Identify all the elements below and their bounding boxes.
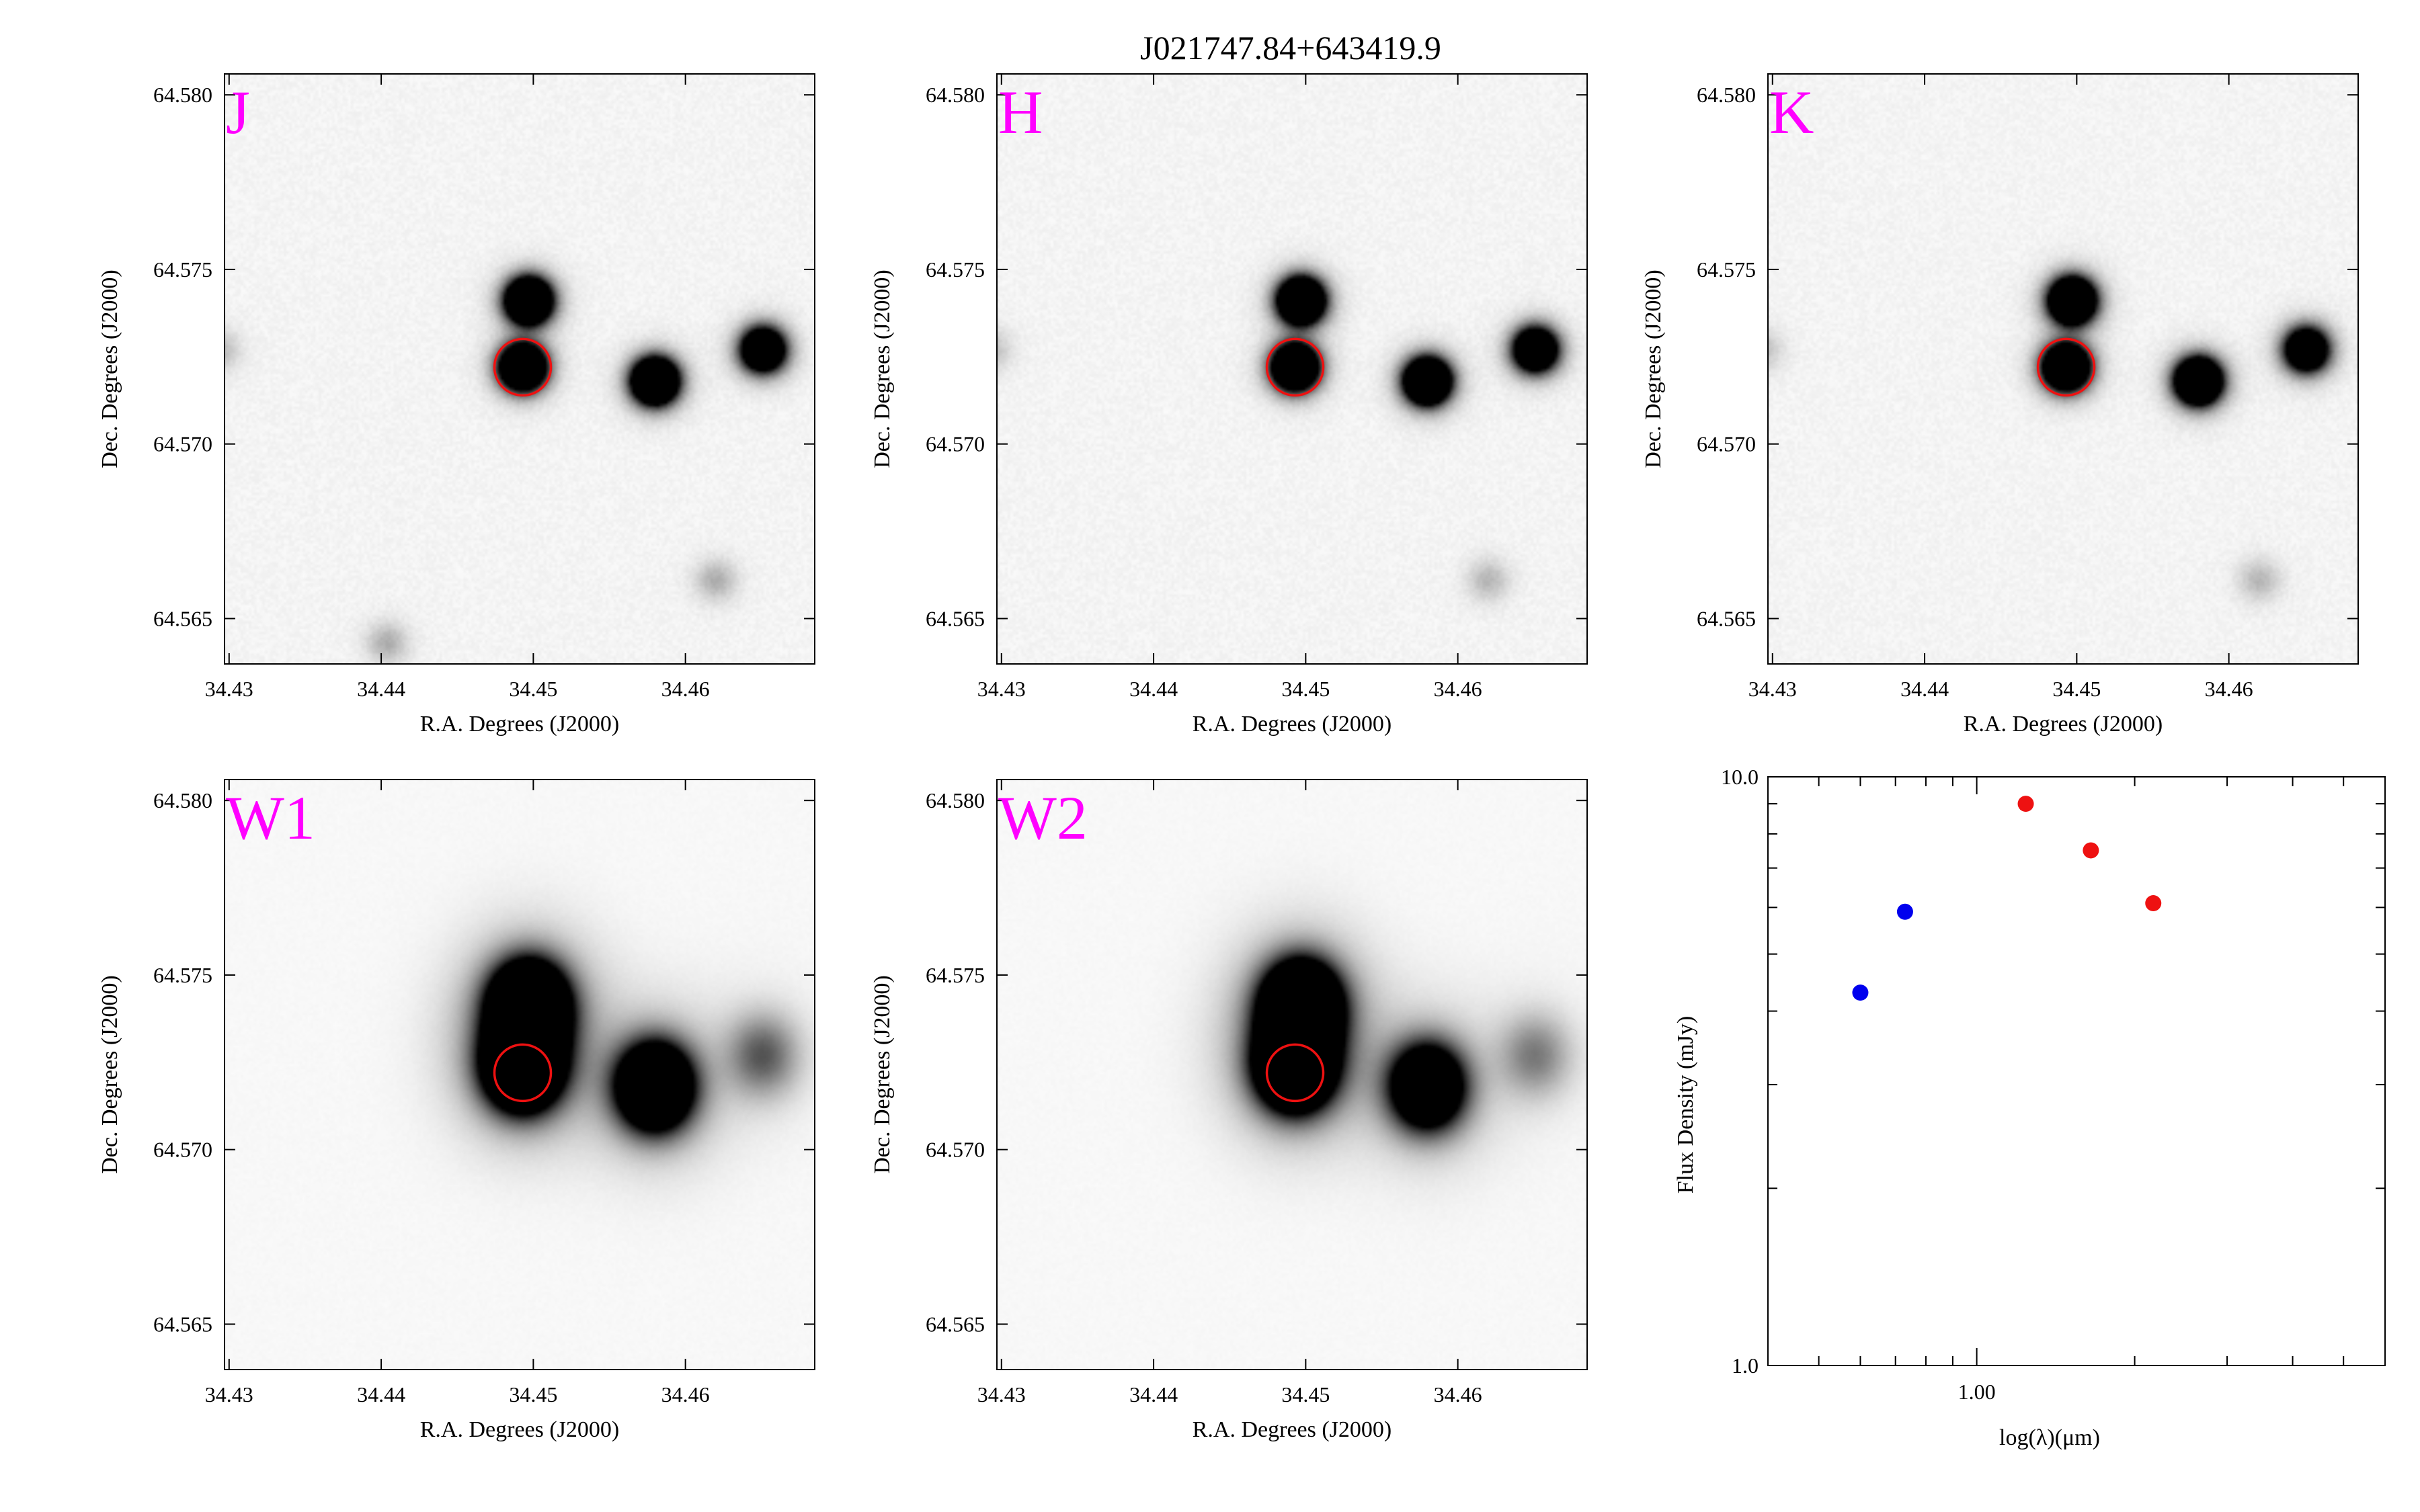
sed-point [2083,842,2099,859]
x-axis-label: R.A. Degrees (J2000) [420,712,620,737]
x-tick-label: 34.43 [977,1382,1026,1406]
x-axis-label: R.A. Degrees (J2000) [420,1417,620,1442]
y-tick-label: 64.580 [153,83,212,107]
band-label: K [1769,78,1814,146]
y-tick-label: 64.570 [1697,432,1756,456]
x-tick-label: 34.45 [1281,1382,1330,1406]
plot-frame [996,779,1588,1370]
figure-title: J021747.84+643419.9 [1140,29,1441,67]
x-tick-label: 34.44 [357,677,405,701]
x-tick-label: 34.44 [1129,677,1178,701]
panel-w1: 34.43 34.44 34.45 34.46 64.580 64.575 64.570 64… [97,779,815,1442]
x-tick-label: 34.43 [205,1382,253,1406]
sky-image-k [1768,74,2358,664]
sed-point [1896,903,1913,920]
y-tick-label: 64.575 [153,963,212,987]
panel-j: 34.43 34.44 34.45 34.46 64.580 64.575 64.570 64… [97,73,815,737]
image-panels: 34.43 34.44 34.45 34.46 64.580 64.575 64.570 64… [97,73,2359,1442]
y-tick-label: 64.570 [926,432,985,456]
aperture-circle [2036,337,2096,397]
x-tick-label: 34.43 [977,677,1026,701]
x-tick-label: 34.46 [1434,677,1482,701]
x-tick-label: 34.45 [1281,677,1330,701]
aperture-circle [493,1043,553,1103]
x-tick-label: 34.45 [509,1382,557,1406]
sky-image-j [225,74,815,664]
x-tick-label: 34.46 [661,677,710,701]
y-axis-label: Dec. Degrees (J2000) [870,269,895,468]
y-tick-label: 64.580 [1697,83,1756,107]
x-tick-label: 34.45 [2052,677,2101,701]
sed-frame [1767,776,2386,1366]
y-tick-label: 64.575 [1697,257,1756,282]
y-tick-label: 64.575 [153,257,212,282]
y-tick-label: 10.0 [1721,765,1759,789]
y-tick-label: 1.0 [1732,1353,1759,1378]
band-label: H [998,78,1043,146]
sky-image-w2 [997,780,1587,1370]
panel-w2: 34.43 34.44 34.45 34.46 64.580 64.575 64.570 64… [870,779,1588,1442]
sky-image-h [997,74,1587,664]
x-tick-label: 1.00 [1958,1380,1996,1404]
x-tick-label: 34.43 [205,677,253,701]
y-axis-label: Flux Density (mJy) [1673,1016,1698,1193]
sed-point [2145,895,2162,912]
y-axis-label: Dec. Degrees (J2000) [1641,269,1666,468]
x-tick-label: 34.46 [2205,677,2253,701]
y-tick-label: 64.565 [153,606,212,630]
x-tick-label: 34.43 [1748,677,1797,701]
sky-image-w1 [225,780,815,1370]
y-tick-label: 64.570 [153,1138,212,1162]
y-tick-label: 64.580 [926,788,985,812]
y-tick-label: 64.565 [926,606,985,630]
x-axis-label: R.A. Degrees (J2000) [1964,712,2163,737]
y-tick-label: 64.575 [926,963,985,987]
band-label: J [226,78,250,146]
x-axis-label: R.A. Degrees (J2000) [1193,1417,1392,1442]
aperture-circle [493,337,553,397]
x-axis-label: R.A. Degrees (J2000) [1193,712,1392,737]
y-tick-label: 64.575 [926,257,985,282]
sed-point [2017,796,2034,812]
panel-h: 34.43 34.44 34.45 34.46 64.580 64.575 64.570 64… [870,73,1588,737]
band-label: W1 [226,784,315,852]
y-axis-label: Dec. Degrees (J2000) [870,975,895,1174]
band-label: W2 [998,784,1088,852]
plot-frame [224,779,815,1370]
aperture-circle [1265,337,1325,397]
y-tick-label: 64.565 [1697,606,1756,630]
plot-frame [996,73,1588,665]
x-tick-label: 34.44 [1129,1382,1178,1406]
x-tick-label: 34.46 [1434,1382,1482,1406]
plot-frame [1767,73,2359,665]
y-tick-label: 64.570 [926,1138,985,1162]
y-tick-label: 64.565 [153,1312,212,1336]
y-tick-label: 64.570 [153,432,212,456]
x-tick-label: 34.44 [357,1382,405,1406]
x-tick-label: 34.46 [661,1382,710,1406]
x-tick-label: 34.45 [509,677,557,701]
panel-k: 34.43 34.44 34.45 34.46 64.580 64.575 64.570 64… [1641,73,2359,737]
y-tick-label: 64.580 [153,788,212,812]
sed-point [1852,984,1869,1001]
plot-frame [224,73,815,665]
aperture-circle [1265,1043,1325,1103]
x-tick-label: 34.44 [1900,677,1949,701]
y-axis-label: Dec. Degrees (J2000) [97,975,122,1174]
y-tick-label: 64.565 [926,1312,985,1336]
y-tick-label: 64.580 [926,83,985,107]
y-axis-label: Dec. Degrees (J2000) [97,269,122,468]
sed-panel: 1.00 10.0 1.0 log(λ)(μm) Flux Density (mJy) [1673,765,2386,1450]
x-axis-label: log(λ)(μm) [1999,1425,2100,1450]
